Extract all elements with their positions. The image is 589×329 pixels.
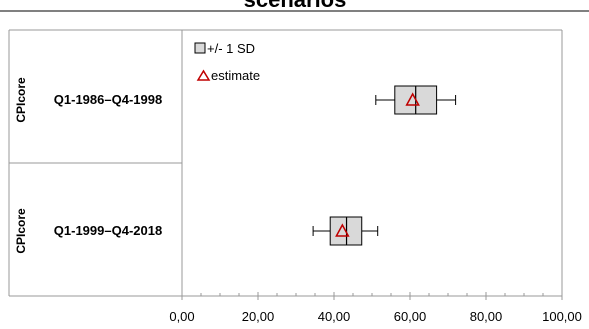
estimate-marker	[335, 223, 350, 237]
x-tick-label: 80,00	[470, 309, 503, 324]
rows-layer: CPIcore Q1-1986–Q4-1998 CPIcore Q1-1999–Q4-…	[14, 77, 457, 254]
legend-label-sd: +/- 1 SD	[207, 41, 255, 56]
x-tick-label: 0,00	[169, 309, 194, 324]
row-group-label: CPIcore	[14, 208, 28, 254]
legend-box-swatch	[194, 42, 206, 54]
legend-estimate-triangle	[196, 69, 211, 81]
chart-title-group: scenarios	[244, 0, 347, 12]
row-period-label: Q1-1999–Q4-2018	[54, 223, 162, 238]
x-tick-label: 60,00	[394, 309, 427, 324]
legend: +/- 1 SD estimate	[194, 41, 260, 83]
x-tick-label: 20,00	[242, 309, 275, 324]
chart-title: scenarios	[244, 0, 347, 12]
x-tick-label: 40,00	[318, 309, 351, 324]
legend-label-estimate: estimate	[211, 68, 260, 83]
box-row: CPIcore Q1-1986–Q4-1998	[14, 77, 457, 123]
x-tick-label: 100,00	[542, 309, 582, 324]
plot-frame	[8, 29, 563, 297]
row-period-label: Q1-1986–Q4-1998	[54, 92, 162, 107]
row-group-label: CPIcore	[14, 77, 28, 123]
x-axis: 0,00 20,00 40,00 60,00 80,00 100,00	[169, 292, 582, 324]
box-row: CPIcore Q1-1999–Q4-2018	[14, 208, 379, 254]
estimate-marker	[405, 92, 420, 106]
